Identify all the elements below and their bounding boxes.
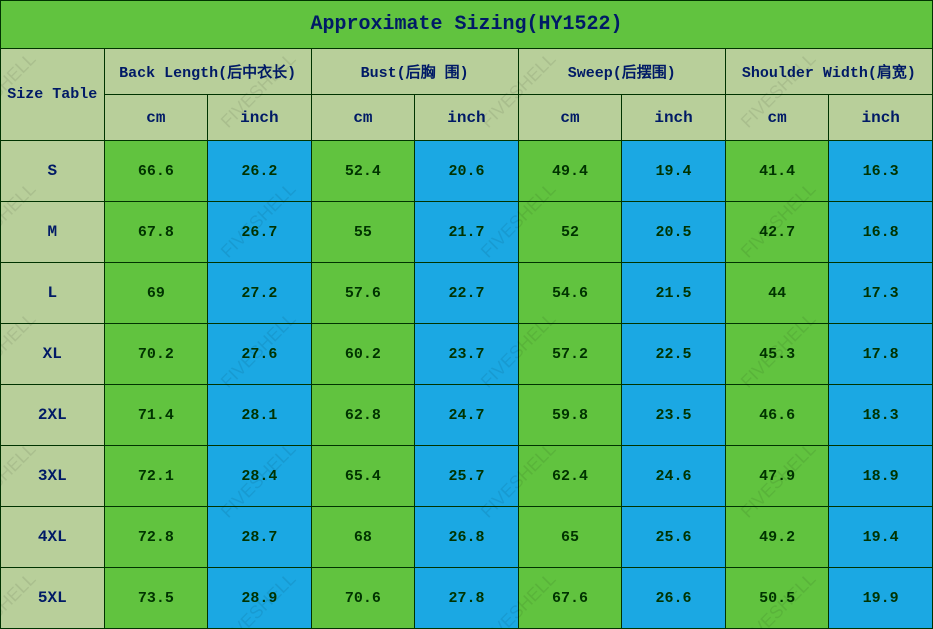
cm-cell: 69 <box>104 263 208 324</box>
group-header-1: Bust(后胸 围) <box>311 49 518 95</box>
cm-cell: 49.2 <box>725 507 829 568</box>
inch-cell: 17.8 <box>829 324 933 385</box>
size-cell: 2XL <box>1 385 105 446</box>
cm-cell: 52 <box>518 202 622 263</box>
inch-cell: 19.4 <box>829 507 933 568</box>
size-cell: L <box>1 263 105 324</box>
table-row: 5XL73.528.970.627.867.626.650.519.9 <box>1 568 933 629</box>
cm-cell: 68 <box>311 507 415 568</box>
inch-cell: 22.5 <box>622 324 726 385</box>
table-row: M67.826.75521.75220.542.716.8 <box>1 202 933 263</box>
inch-cell: 28.9 <box>208 568 312 629</box>
inch-cell: 21.7 <box>415 202 519 263</box>
cm-cell: 65 <box>518 507 622 568</box>
cm-cell: 57.2 <box>518 324 622 385</box>
cm-cell: 52.4 <box>311 141 415 202</box>
group-header-0: Back Length(后中衣长) <box>104 49 311 95</box>
cm-cell: 65.4 <box>311 446 415 507</box>
table-row: 2XL71.428.162.824.759.823.546.618.3 <box>1 385 933 446</box>
unit-inch-0: inch <box>208 95 312 141</box>
cm-cell: 41.4 <box>725 141 829 202</box>
inch-cell: 24.7 <box>415 385 519 446</box>
cm-cell: 62.8 <box>311 385 415 446</box>
cm-cell: 55 <box>311 202 415 263</box>
inch-cell: 27.8 <box>415 568 519 629</box>
inch-cell: 26.8 <box>415 507 519 568</box>
unit-cm-3: cm <box>725 95 829 141</box>
cm-cell: 66.6 <box>104 141 208 202</box>
cm-cell: 71.4 <box>104 385 208 446</box>
sizing-table: Approximate Sizing(HY1522)Size TableBack… <box>0 0 933 629</box>
cm-cell: 45.3 <box>725 324 829 385</box>
unit-inch-2: inch <box>622 95 726 141</box>
inch-cell: 26.6 <box>622 568 726 629</box>
cm-cell: 42.7 <box>725 202 829 263</box>
size-cell: 3XL <box>1 446 105 507</box>
cm-cell: 72.8 <box>104 507 208 568</box>
table-row: XL70.227.660.223.757.222.545.317.8 <box>1 324 933 385</box>
inch-cell: 23.5 <box>622 385 726 446</box>
table-title: Approximate Sizing(HY1522) <box>1 1 933 49</box>
cm-cell: 47.9 <box>725 446 829 507</box>
inch-cell: 19.4 <box>622 141 726 202</box>
cm-cell: 62.4 <box>518 446 622 507</box>
inch-cell: 20.5 <box>622 202 726 263</box>
unit-cm-0: cm <box>104 95 208 141</box>
inch-cell: 25.6 <box>622 507 726 568</box>
group-header-2: Sweep(后摆围) <box>518 49 725 95</box>
size-cell: 5XL <box>1 568 105 629</box>
cm-cell: 57.6 <box>311 263 415 324</box>
cm-cell: 73.5 <box>104 568 208 629</box>
table-row: S66.626.252.420.649.419.441.416.3 <box>1 141 933 202</box>
cm-cell: 46.6 <box>725 385 829 446</box>
inch-cell: 20.6 <box>415 141 519 202</box>
inch-cell: 17.3 <box>829 263 933 324</box>
unit-cm-2: cm <box>518 95 622 141</box>
inch-cell: 22.7 <box>415 263 519 324</box>
unit-inch-1: inch <box>415 95 519 141</box>
cm-cell: 44 <box>725 263 829 324</box>
inch-cell: 18.9 <box>829 446 933 507</box>
inch-cell: 28.7 <box>208 507 312 568</box>
inch-cell: 16.3 <box>829 141 933 202</box>
table-row: 4XL72.828.76826.86525.649.219.4 <box>1 507 933 568</box>
size-cell: 4XL <box>1 507 105 568</box>
group-header-3: Shoulder Width(肩宽) <box>725 49 932 95</box>
cm-cell: 70.2 <box>104 324 208 385</box>
cm-cell: 67.8 <box>104 202 208 263</box>
inch-cell: 24.6 <box>622 446 726 507</box>
unit-inch-3: inch <box>829 95 933 141</box>
inch-cell: 25.7 <box>415 446 519 507</box>
inch-cell: 19.9 <box>829 568 933 629</box>
cm-cell: 67.6 <box>518 568 622 629</box>
unit-cm-1: cm <box>311 95 415 141</box>
inch-cell: 23.7 <box>415 324 519 385</box>
size-cell: S <box>1 141 105 202</box>
table-row: L6927.257.622.754.621.54417.3 <box>1 263 933 324</box>
cm-cell: 49.4 <box>518 141 622 202</box>
inch-cell: 27.2 <box>208 263 312 324</box>
inch-cell: 26.7 <box>208 202 312 263</box>
cm-cell: 72.1 <box>104 446 208 507</box>
size-table-header: Size Table <box>1 49 105 141</box>
inch-cell: 27.6 <box>208 324 312 385</box>
inch-cell: 28.1 <box>208 385 312 446</box>
table-row: 3XL72.128.465.425.762.424.647.918.9 <box>1 446 933 507</box>
inch-cell: 21.5 <box>622 263 726 324</box>
size-cell: XL <box>1 324 105 385</box>
size-cell: M <box>1 202 105 263</box>
cm-cell: 59.8 <box>518 385 622 446</box>
inch-cell: 28.4 <box>208 446 312 507</box>
cm-cell: 50.5 <box>725 568 829 629</box>
cm-cell: 54.6 <box>518 263 622 324</box>
cm-cell: 60.2 <box>311 324 415 385</box>
inch-cell: 26.2 <box>208 141 312 202</box>
inch-cell: 16.8 <box>829 202 933 263</box>
inch-cell: 18.3 <box>829 385 933 446</box>
cm-cell: 70.6 <box>311 568 415 629</box>
